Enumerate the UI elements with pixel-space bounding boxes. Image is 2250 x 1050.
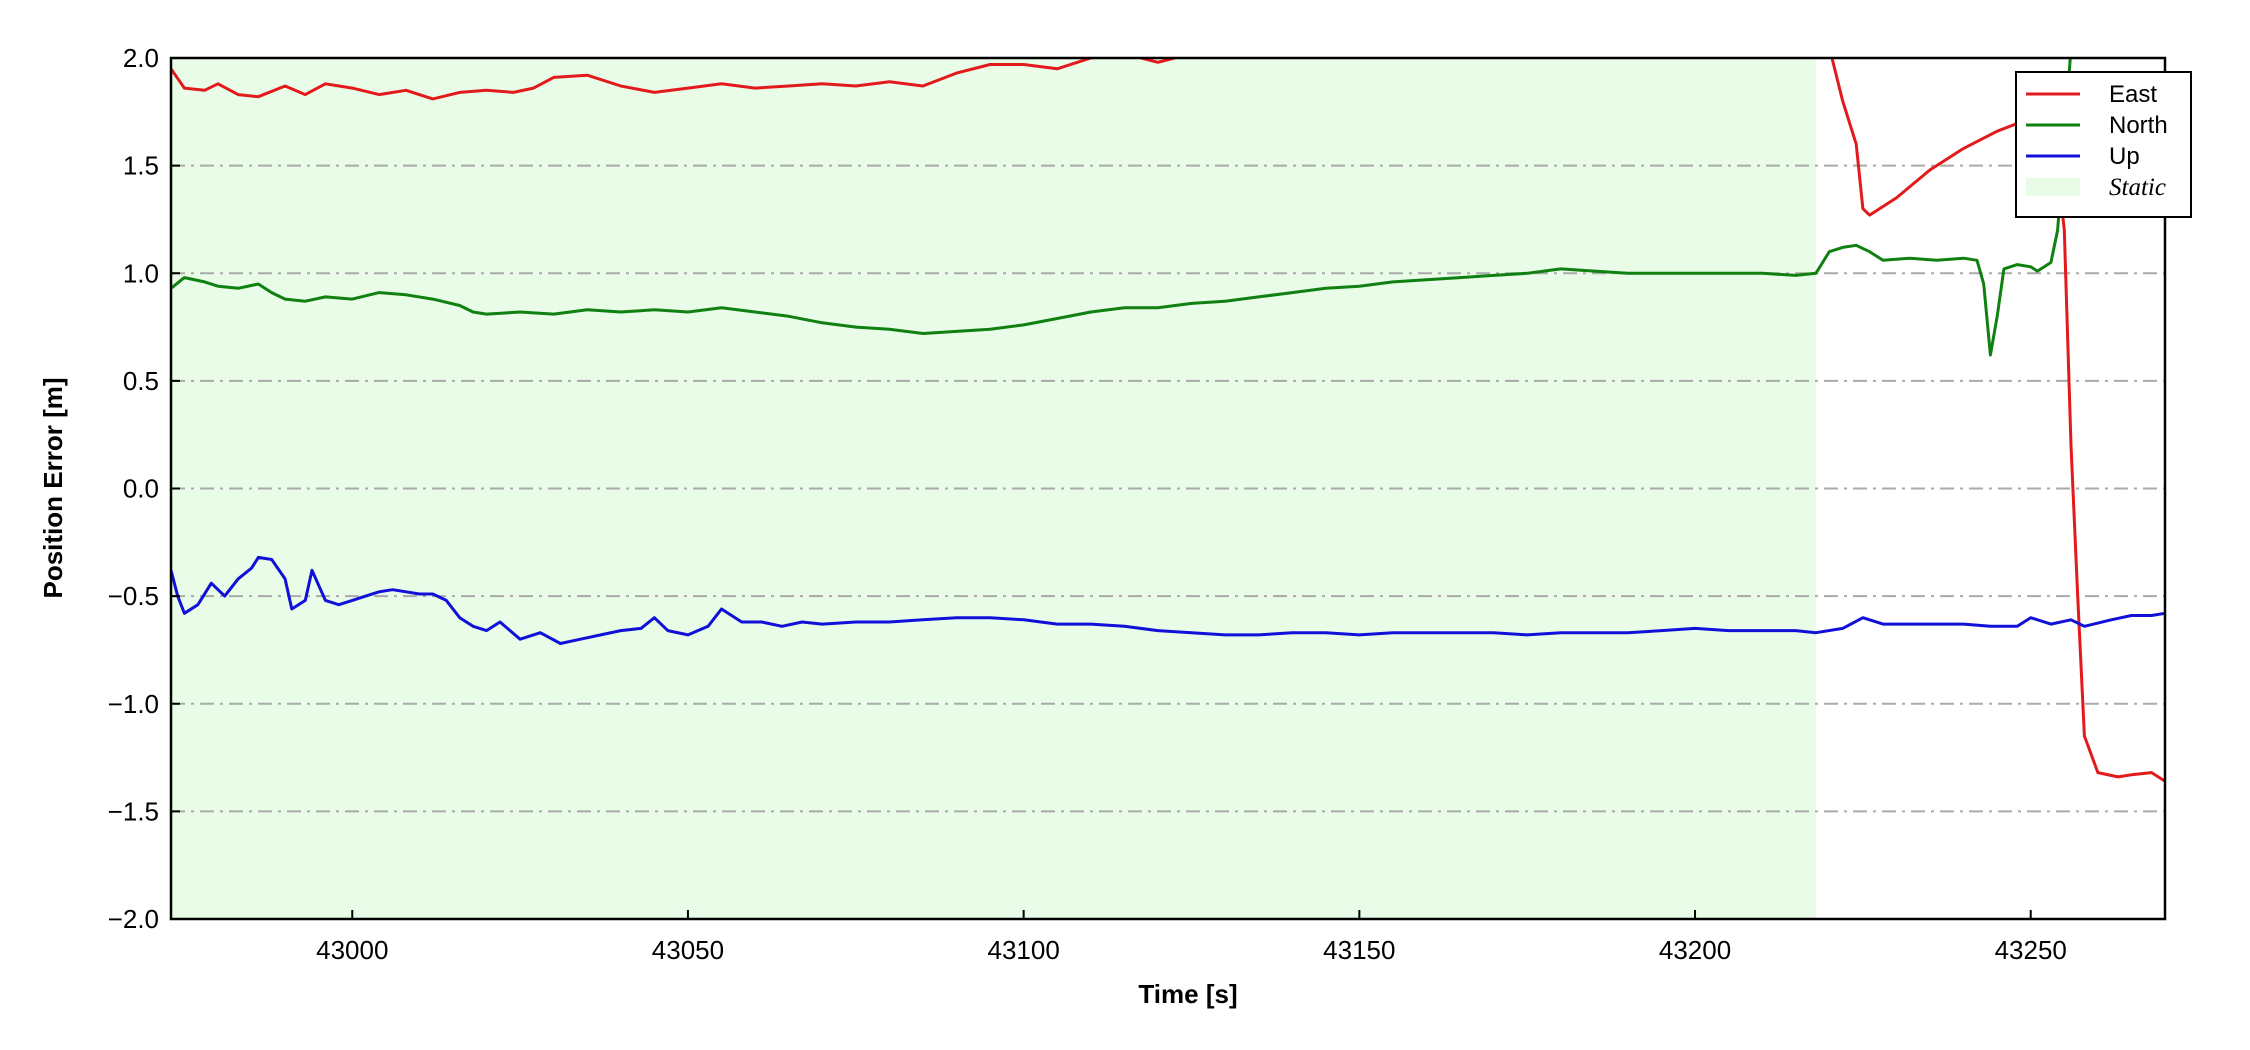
series-line-north: [171, 58, 2072, 357]
y-axis-title: Position Error [m]: [38, 377, 68, 598]
y-gridlines: [171, 164, 2165, 813]
y-tick-label: 2.0: [123, 43, 159, 73]
y-tick-label: −0.5: [108, 581, 159, 611]
legend-swatch-static: [2026, 178, 2080, 196]
legend: East North Up Static: [2015, 71, 2192, 218]
y-tick-label: 0.5: [123, 366, 159, 396]
x-axis: 43000 43050 43100 43150 43200 43250: [316, 910, 2067, 965]
legend-label-east: East: [2109, 81, 2157, 108]
x-tick-label: 43050: [652, 935, 724, 965]
y-tick-label: −2.0: [108, 904, 159, 934]
y-axis: −2.0 −1.5 −1.0 −0.5 0.0 0.5 1.0 1.5 2.0: [108, 43, 180, 934]
x-tick-label: 43150: [1323, 935, 1395, 965]
y-tick-label: −1.0: [108, 689, 159, 719]
x-axis-title: Time [s]: [1138, 979, 1237, 1009]
x-tick-label: 43200: [1659, 935, 1731, 965]
y-tick-label: −1.5: [108, 796, 159, 826]
y-tick-label: 1.0: [123, 258, 159, 288]
legend-label-up: Up: [2109, 143, 2140, 170]
x-tick-label: 43000: [316, 935, 388, 965]
x-tick-label: 43100: [987, 935, 1059, 965]
y-tick-label: 0.0: [123, 474, 159, 504]
series-line-up: [171, 555, 2165, 645]
x-tick-label: 43250: [1995, 935, 2067, 965]
legend-label-static: Static: [2109, 174, 2166, 201]
y-tick-label: 1.5: [123, 151, 159, 181]
legend-label-north: North: [2109, 112, 2168, 139]
